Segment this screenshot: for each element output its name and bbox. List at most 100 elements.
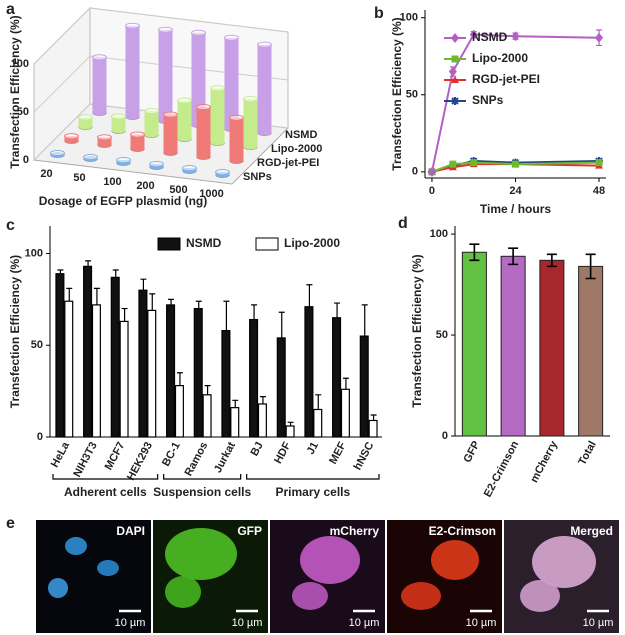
legend-marker xyxy=(451,33,459,43)
bar-top xyxy=(144,107,159,115)
bar xyxy=(332,317,342,438)
point xyxy=(595,32,604,43)
x-tick-label: BJ xyxy=(249,440,266,458)
bar xyxy=(249,318,259,438)
legend-label: NSMD xyxy=(186,236,222,250)
error-bar xyxy=(176,372,183,386)
bar xyxy=(500,255,526,437)
bar-top xyxy=(257,41,272,48)
x-tick-label: 0 xyxy=(429,185,435,197)
error-bar xyxy=(149,293,156,311)
point xyxy=(595,159,603,167)
bar xyxy=(111,116,126,131)
bar xyxy=(285,425,295,438)
bar-top xyxy=(215,169,230,176)
group-label: Adherent cells xyxy=(64,485,147,499)
y-tick-label: 100 xyxy=(430,228,448,240)
micrograph xyxy=(504,520,619,633)
bar xyxy=(174,385,184,438)
point xyxy=(448,66,457,77)
bar xyxy=(257,44,272,133)
bar-top xyxy=(116,157,131,164)
bar-top xyxy=(158,26,173,33)
error-bar xyxy=(121,307,128,322)
cell xyxy=(97,560,119,576)
scale-label: 10 µm xyxy=(583,617,614,629)
cell xyxy=(300,536,360,584)
bar xyxy=(92,57,107,113)
cell xyxy=(292,582,328,610)
image-label: E2-Crimson xyxy=(429,524,496,538)
error-bar xyxy=(66,287,73,302)
bar xyxy=(144,111,159,135)
legend-marker xyxy=(451,76,459,83)
x-tick-label: GFP xyxy=(461,439,482,465)
error-bar xyxy=(287,421,294,426)
error-bar xyxy=(315,394,322,410)
error-bar xyxy=(342,377,349,390)
image-label: GFP xyxy=(237,524,262,538)
cell xyxy=(65,537,87,555)
bar-top xyxy=(191,29,206,36)
y-tick-label: 50 xyxy=(31,339,43,351)
legend-label: NSMD xyxy=(472,30,508,44)
error-bar xyxy=(223,300,230,331)
scale-label: 10 µm xyxy=(349,617,380,629)
cell xyxy=(520,580,560,612)
group-label: Suspension cells xyxy=(153,485,251,499)
bar xyxy=(97,137,112,145)
error-bar xyxy=(140,278,147,291)
error-bar xyxy=(168,298,175,305)
x-tick-label: MCF7 xyxy=(103,440,128,472)
panel-label: c xyxy=(6,217,15,234)
bar xyxy=(276,337,286,438)
point xyxy=(449,160,457,168)
y-axis-label: Transfection Efficiency (%) xyxy=(410,254,424,407)
bar xyxy=(539,259,565,437)
grid-line xyxy=(33,55,289,113)
x-tick-label: 1000 xyxy=(199,188,223,200)
y-tick-label: 50 xyxy=(436,329,448,341)
bar xyxy=(83,265,93,438)
error-bar xyxy=(204,385,211,395)
error-bar xyxy=(57,269,64,274)
panel-label: d xyxy=(398,215,408,232)
bar xyxy=(177,100,192,139)
y-tick-label: 100 xyxy=(11,58,29,70)
y-tick-label: 50 xyxy=(17,106,29,118)
x-tick-label: J1 xyxy=(305,440,321,456)
error-bar xyxy=(251,304,258,320)
x-axis-label: Time / hours xyxy=(480,202,551,216)
image-label: DAPI xyxy=(116,524,145,538)
bar-top xyxy=(83,153,98,161)
group-bracket xyxy=(163,474,242,480)
error-bar xyxy=(546,253,557,268)
bar xyxy=(224,37,239,129)
bar xyxy=(166,304,176,438)
error-bar xyxy=(306,284,313,307)
error-bar xyxy=(370,414,377,421)
bar xyxy=(461,251,487,437)
legend-swatch xyxy=(157,237,181,251)
cell xyxy=(532,536,596,588)
bar xyxy=(78,117,93,127)
bar xyxy=(91,304,101,438)
bar xyxy=(313,408,323,438)
image-label: Merged xyxy=(570,524,613,538)
bar-top xyxy=(64,133,79,140)
x-tick-label: HDF xyxy=(272,440,293,466)
y-axis-label: Transfection Efficiency (%) xyxy=(390,17,404,170)
bar xyxy=(243,99,258,147)
x-tick-label: 50 xyxy=(73,172,85,184)
bar-top xyxy=(243,95,258,103)
error-bar xyxy=(508,247,519,266)
bar xyxy=(191,32,206,126)
micrograph xyxy=(36,520,151,633)
bar xyxy=(578,265,604,437)
bar xyxy=(230,407,240,438)
legend-label: SNPs xyxy=(472,93,504,107)
x-tick-label: mCherry xyxy=(528,438,560,484)
bar xyxy=(304,306,314,438)
x-tick-label: Ramos xyxy=(183,440,211,478)
